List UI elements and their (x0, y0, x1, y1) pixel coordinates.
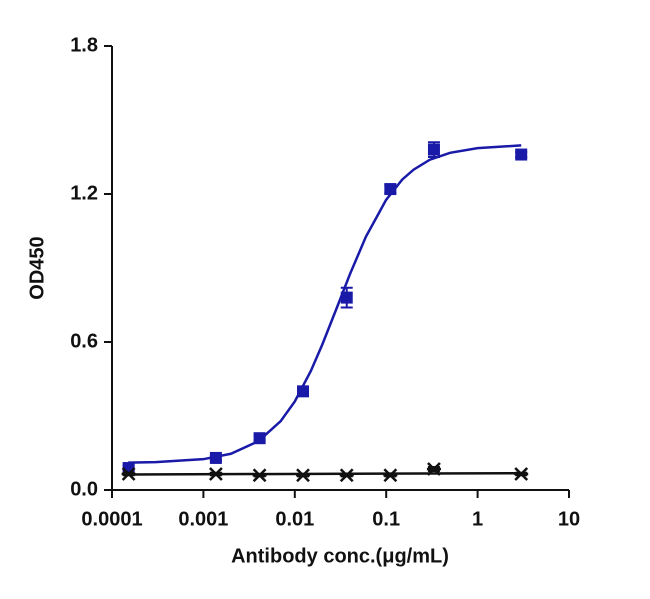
x-tick-label: 0.0001 (81, 508, 142, 530)
point (209, 451, 222, 464)
point (514, 467, 529, 481)
point (427, 143, 440, 156)
y-tick-label: 0.0 (70, 478, 98, 500)
point (515, 148, 528, 161)
x-tick-label: 1 (472, 508, 483, 530)
point (253, 432, 266, 445)
point (208, 467, 223, 481)
point (121, 467, 136, 481)
point (252, 468, 267, 483)
x-tick-label: 10 (558, 508, 580, 530)
x-axis-label: Antibody conc.(μg/mL) (231, 545, 449, 567)
x-tick-label: 0.01 (275, 508, 314, 530)
y-axis-label: OD450 (26, 236, 48, 299)
fit-curve (128, 144, 522, 464)
point (340, 291, 353, 304)
fit-curve (128, 471, 522, 476)
point (426, 462, 441, 476)
y-tick-label: 0.6 (70, 330, 98, 352)
point (297, 385, 310, 398)
point (296, 468, 311, 483)
y-tick-label: 1.8 (70, 34, 98, 56)
point (339, 468, 354, 483)
y-tick-label: 1.2 (70, 182, 98, 204)
x-tick-label: 0.001 (178, 508, 228, 530)
point (384, 183, 397, 196)
point (383, 468, 398, 483)
x-tick-label: 0.1 (372, 508, 400, 530)
